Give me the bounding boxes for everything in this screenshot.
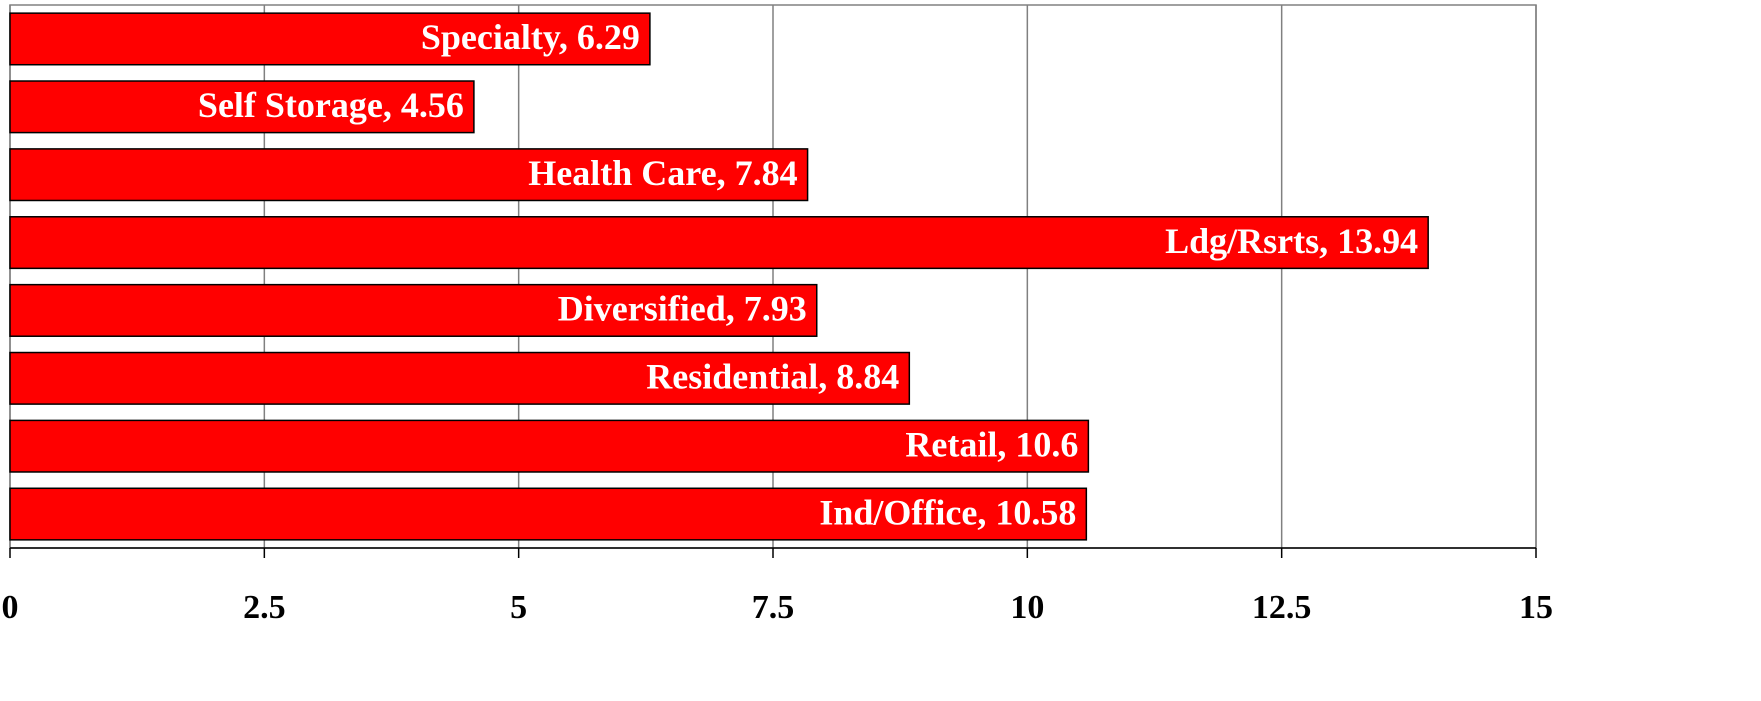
data-label: Ldg/Rsrts, 13.94: [1165, 221, 1418, 261]
x-tick-label: 15: [1519, 589, 1553, 626]
bar: [9, 351, 911, 405]
data-label: Specialty, 6.29: [421, 17, 640, 57]
x-tick-label: 2.5: [243, 589, 286, 626]
data-label: Health Care, 7.84: [528, 153, 797, 193]
bar: [9, 419, 1090, 473]
data-label: Retail, 10.6: [905, 424, 1078, 464]
x-tick-label: 7.5: [752, 589, 795, 626]
data-label: Ind/Office, 10.58: [819, 492, 1076, 532]
bar: [9, 148, 809, 202]
bar: [9, 487, 1088, 541]
x-tick-label: 5: [510, 589, 527, 626]
data-label: Self Storage, 4.56: [198, 85, 464, 125]
bar: [9, 216, 1429, 270]
x-tick-label: 10: [1010, 589, 1044, 626]
bar: [9, 283, 818, 337]
bar: [9, 12, 651, 66]
data-label: Diversified, 7.93: [558, 289, 807, 329]
data-label: Residential, 8.84: [646, 357, 899, 397]
x-tick-label: 12.5: [1252, 589, 1312, 626]
x-tick-label: 0: [2, 589, 19, 626]
bar: [9, 80, 475, 134]
